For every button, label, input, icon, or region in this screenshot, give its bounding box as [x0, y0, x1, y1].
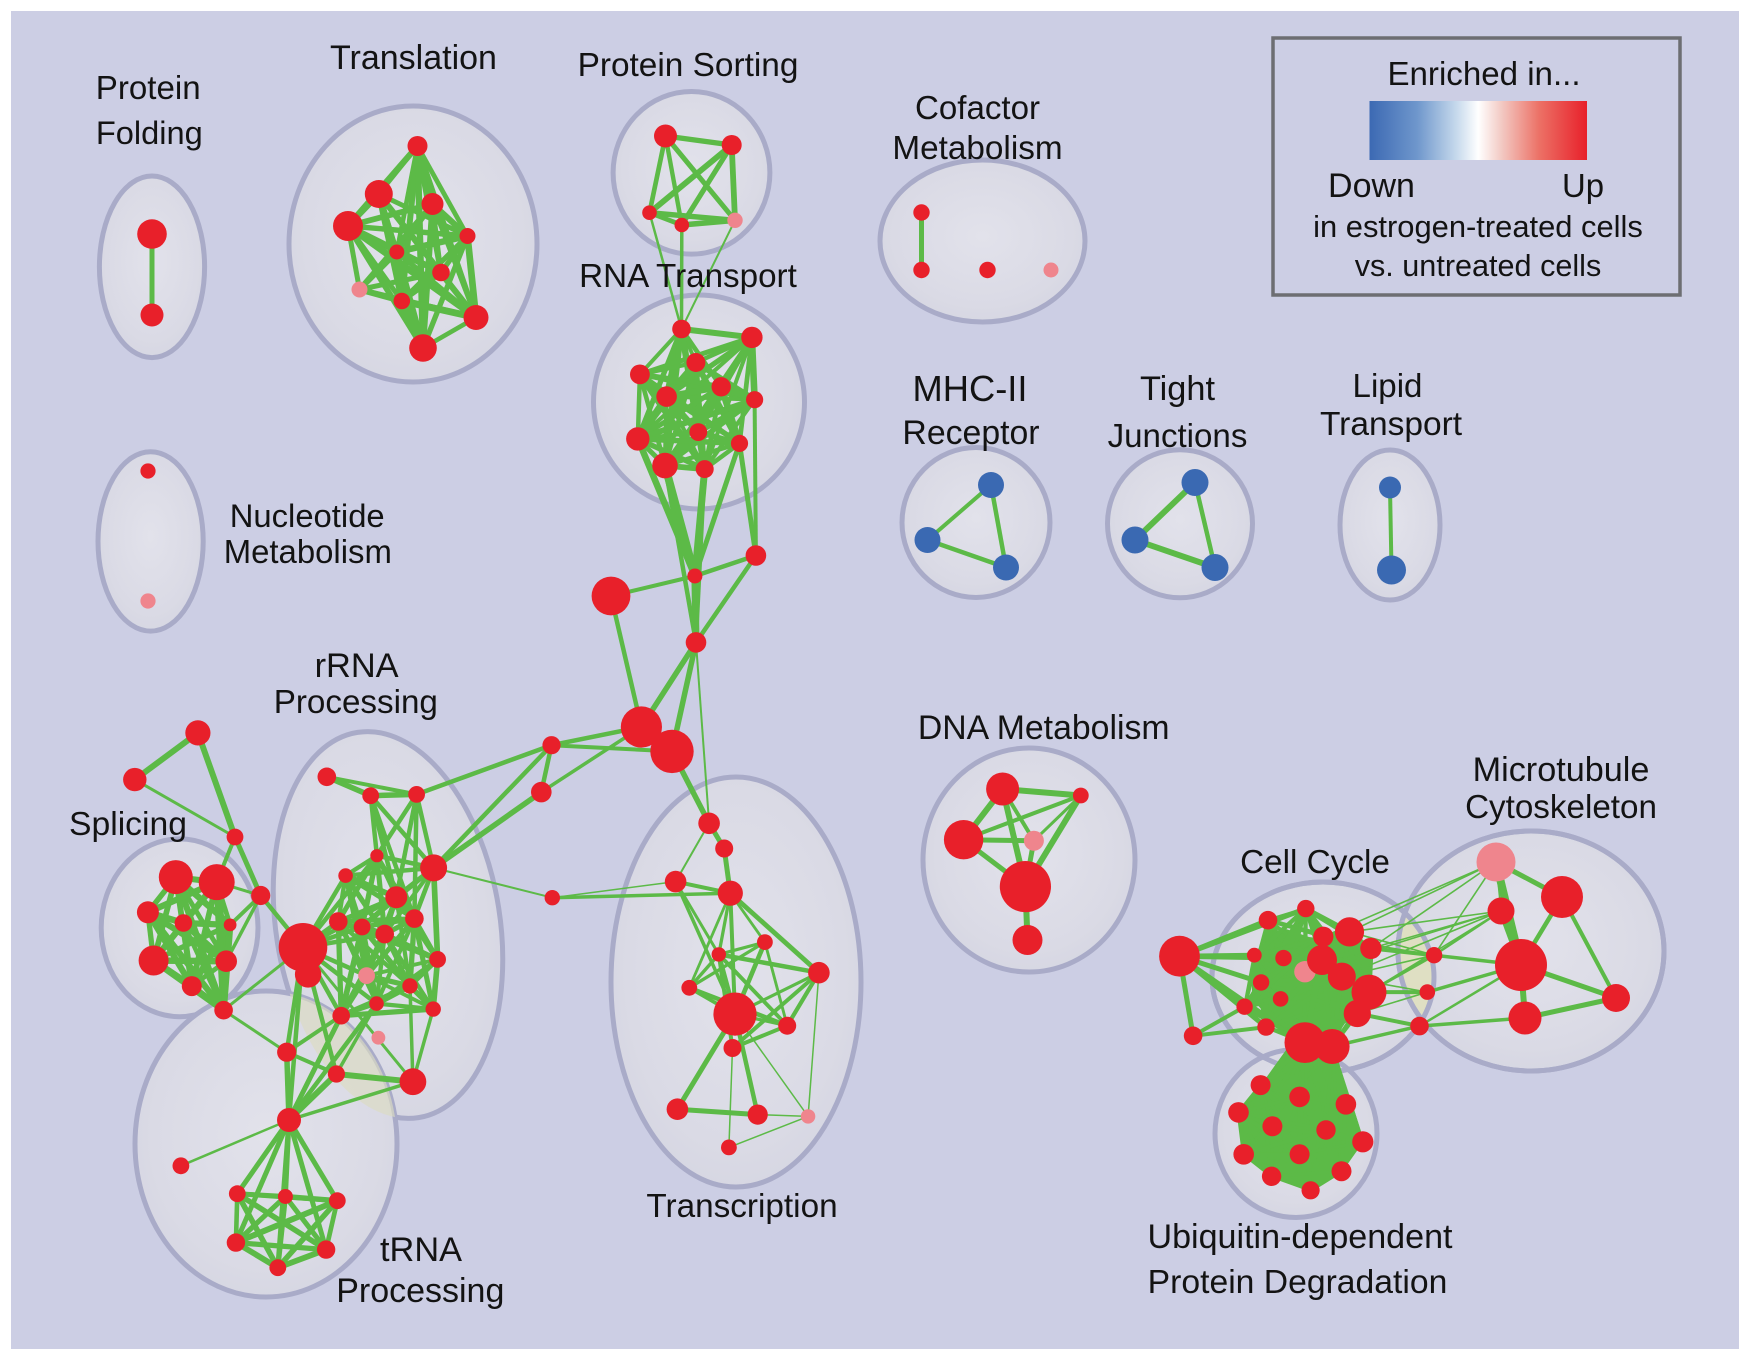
svg-text:Cofactor: Cofactor	[915, 90, 1040, 127]
svg-text:Splicing: Splicing	[69, 805, 187, 843]
svg-text:tRNA: tRNA	[380, 1231, 462, 1269]
svg-text:Junctions: Junctions	[1108, 418, 1248, 455]
svg-text:Tight: Tight	[1140, 370, 1215, 408]
svg-text:RNA Transport: RNA Transport	[579, 258, 797, 295]
svg-text:Protein Degradation: Protein Degradation	[1148, 1263, 1448, 1301]
svg-text:MHC-II: MHC-II	[913, 368, 1028, 409]
svg-text:Receptor: Receptor	[902, 414, 1039, 452]
svg-text:Cell Cycle: Cell Cycle	[1240, 844, 1390, 881]
svg-text:Cytoskeleton: Cytoskeleton	[1465, 789, 1657, 826]
svg-text:Microtubule: Microtubule	[1473, 751, 1650, 789]
svg-text:Enriched in...: Enriched in...	[1387, 56, 1580, 93]
svg-text:Transcription: Transcription	[646, 1188, 837, 1225]
svg-text:Nucleotide: Nucleotide	[230, 497, 385, 534]
svg-text:Processing: Processing	[336, 1272, 504, 1310]
svg-text:Up: Up	[1562, 167, 1604, 204]
svg-text:Metabolism: Metabolism	[892, 130, 1062, 167]
svg-text:rRNA: rRNA	[315, 647, 399, 685]
svg-text:vs. untreated cells: vs. untreated cells	[1355, 249, 1602, 283]
svg-text:Lipid: Lipid	[1353, 368, 1423, 405]
svg-text:Protein Sorting: Protein Sorting	[578, 47, 799, 84]
svg-text:Down: Down	[1328, 167, 1415, 205]
svg-text:Translation: Translation	[330, 39, 497, 77]
svg-text:in estrogen-treated cells: in estrogen-treated cells	[1313, 209, 1643, 244]
svg-text:Protein: Protein	[96, 70, 201, 107]
svg-text:Processing: Processing	[274, 684, 438, 721]
svg-text:Transport: Transport	[1320, 406, 1463, 443]
svg-text:DNA Metabolism: DNA Metabolism	[918, 709, 1170, 747]
svg-text:Folding: Folding	[96, 114, 203, 151]
svg-text:Metabolism: Metabolism	[224, 533, 392, 570]
svg-text:Ubiquitin-dependent: Ubiquitin-dependent	[1147, 1218, 1453, 1256]
